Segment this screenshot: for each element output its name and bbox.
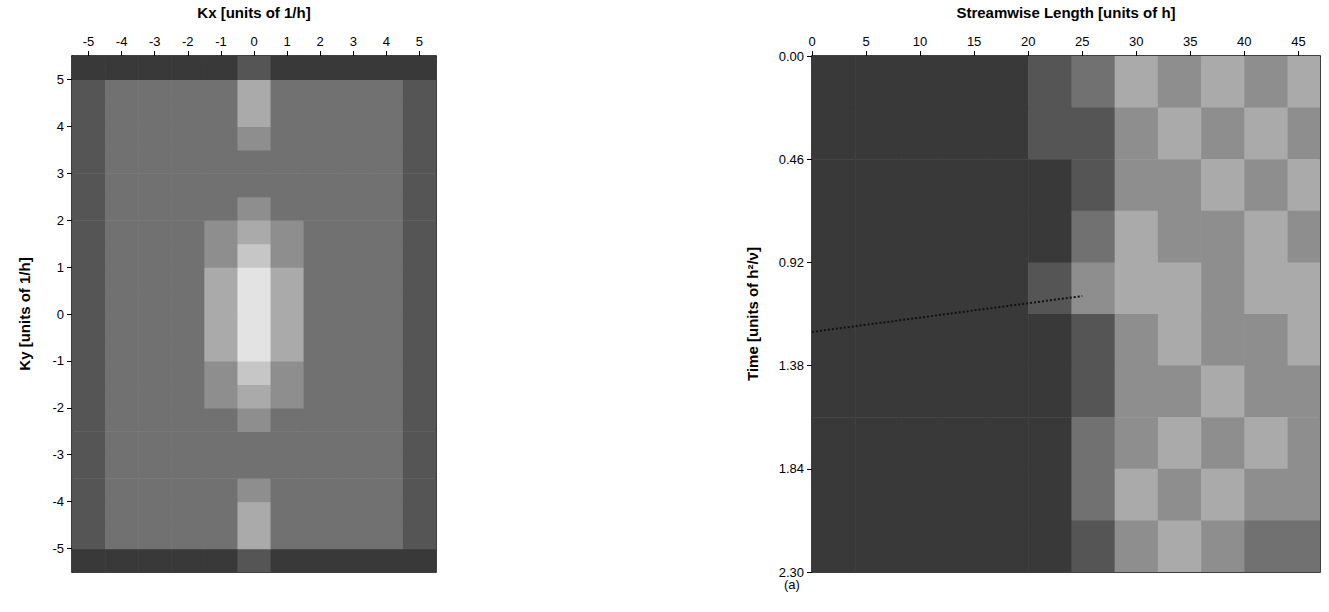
svg-text:15: 15 <box>967 34 981 49</box>
svg-text:40: 40 <box>1237 34 1251 49</box>
svg-text:Time [units of h²/ν]: Time [units of h²/ν] <box>744 247 761 381</box>
svg-text:-5: -5 <box>52 541 64 556</box>
svg-text:5: 5 <box>862 34 869 49</box>
svg-text:-2: -2 <box>52 400 64 415</box>
svg-text:0: 0 <box>250 34 257 49</box>
svg-text:1: 1 <box>57 260 64 275</box>
svg-text:2: 2 <box>317 34 324 49</box>
svg-text:-4: -4 <box>116 34 128 49</box>
svg-text:-3: -3 <box>149 34 161 49</box>
svg-text:0: 0 <box>808 34 815 49</box>
svg-text:1.38: 1.38 <box>779 358 804 373</box>
svg-text:1: 1 <box>283 34 290 49</box>
svg-text:0.00: 0.00 <box>779 49 804 64</box>
svg-text:5: 5 <box>57 72 64 87</box>
svg-text:4: 4 <box>383 34 390 49</box>
svg-text:45: 45 <box>1291 34 1305 49</box>
svg-text:(a): (a) <box>784 577 800 592</box>
svg-text:5: 5 <box>416 34 423 49</box>
svg-text:-1: -1 <box>215 34 227 49</box>
svg-text:4: 4 <box>57 119 64 134</box>
svg-text:35: 35 <box>1183 34 1197 49</box>
svg-text:-5: -5 <box>83 34 95 49</box>
svg-text:Streamwise Length [units of h]: Streamwise Length [units of h] <box>956 4 1175 21</box>
svg-text:25: 25 <box>1075 34 1089 49</box>
svg-text:2.30: 2.30 <box>779 565 804 580</box>
svg-text:10: 10 <box>913 34 927 49</box>
svg-text:0.46: 0.46 <box>779 152 804 167</box>
svg-text:-1: -1 <box>52 353 64 368</box>
svg-text:Ky [units of 1/h]: Ky [units of 1/h] <box>16 257 33 370</box>
svg-text:2: 2 <box>57 213 64 228</box>
svg-text:0.92: 0.92 <box>779 255 804 270</box>
svg-text:-2: -2 <box>182 34 194 49</box>
svg-text:1.84: 1.84 <box>779 461 804 476</box>
svg-text:3: 3 <box>57 166 64 181</box>
svg-text:-4: -4 <box>52 494 64 509</box>
svg-text:Kx [units of 1/h]: Kx [units of 1/h] <box>197 4 310 21</box>
svg-text:0: 0 <box>57 307 64 322</box>
svg-text:-3: -3 <box>52 447 64 462</box>
svg-text:30: 30 <box>1129 34 1143 49</box>
svg-text:20: 20 <box>1021 34 1035 49</box>
svg-text:3: 3 <box>350 34 357 49</box>
